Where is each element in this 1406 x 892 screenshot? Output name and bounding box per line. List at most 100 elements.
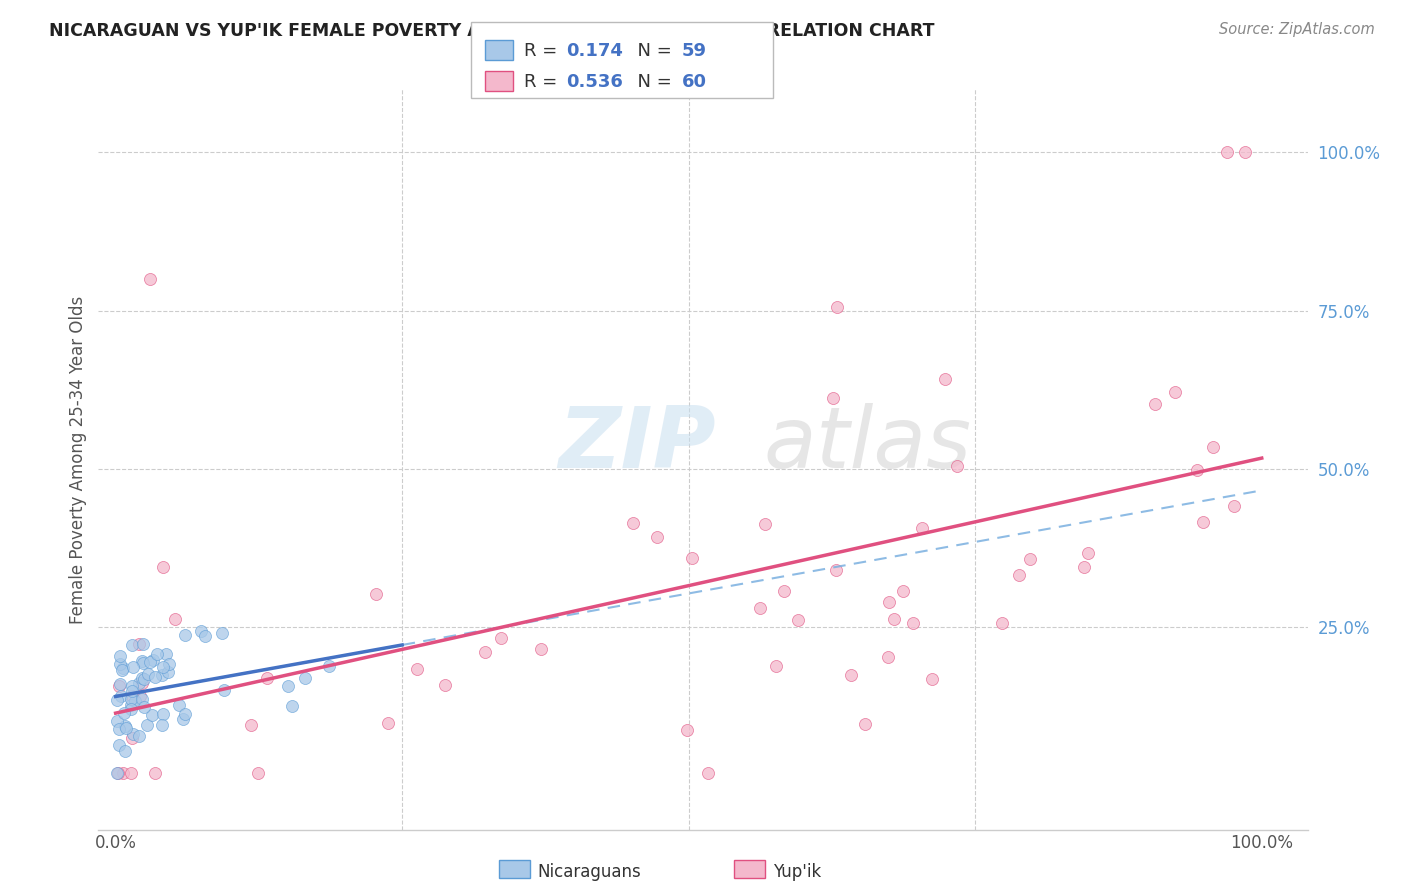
Point	[121, 638, 143, 652]
Point	[1202, 441, 1225, 455]
Point	[697, 765, 720, 780]
Text: 0.536: 0.536	[567, 73, 623, 91]
Point	[1077, 546, 1099, 560]
Point	[839, 668, 862, 682]
Point	[150, 667, 173, 681]
Point	[128, 729, 150, 743]
Point	[131, 675, 153, 690]
Point	[1185, 463, 1208, 477]
Point	[1233, 145, 1256, 160]
Point	[281, 699, 304, 714]
Point	[1073, 560, 1095, 574]
Point	[134, 700, 156, 714]
Text: N =: N =	[626, 73, 678, 91]
Point	[108, 738, 131, 752]
Point	[121, 679, 143, 693]
Point	[946, 458, 969, 473]
Point	[128, 689, 150, 703]
Point	[136, 718, 159, 732]
Point	[1191, 515, 1213, 529]
Point	[131, 655, 153, 669]
Text: Yup'ik: Yup'ik	[773, 863, 821, 881]
Point	[901, 616, 924, 631]
Point	[190, 624, 212, 639]
Point	[142, 653, 165, 667]
Point	[128, 676, 150, 690]
Point	[121, 684, 143, 698]
Point	[108, 648, 131, 663]
Text: 60: 60	[682, 73, 707, 91]
Text: R =: R =	[524, 42, 564, 60]
Point	[530, 641, 553, 656]
Point	[676, 723, 699, 738]
Point	[366, 587, 388, 601]
Point	[1164, 384, 1187, 399]
Point	[131, 656, 153, 670]
Point	[1008, 567, 1031, 582]
Text: N =: N =	[626, 42, 678, 60]
Point	[111, 663, 134, 677]
Point	[124, 694, 146, 708]
Point	[114, 719, 136, 733]
Point	[1216, 145, 1239, 160]
Point	[377, 715, 399, 730]
Point	[112, 765, 135, 780]
Text: Nicaraguans: Nicaraguans	[537, 863, 641, 881]
Point	[143, 765, 166, 780]
Point	[1019, 551, 1042, 566]
Point	[120, 691, 142, 706]
Point	[1223, 500, 1246, 514]
Point	[107, 723, 129, 737]
Point	[294, 671, 316, 685]
Point	[934, 372, 956, 386]
Point	[877, 650, 900, 665]
Point	[132, 637, 155, 651]
Point	[318, 658, 340, 673]
Point	[621, 516, 644, 531]
Point	[108, 677, 131, 691]
Point	[150, 718, 173, 732]
Point	[823, 391, 845, 405]
Point	[114, 743, 136, 757]
Point	[921, 672, 943, 686]
Text: atlas: atlas	[763, 403, 972, 486]
Point	[152, 659, 174, 673]
Point	[256, 671, 278, 685]
Point	[893, 584, 915, 599]
Point	[911, 521, 934, 535]
Point	[120, 765, 142, 780]
Point	[128, 637, 150, 651]
Text: R =: R =	[524, 73, 564, 91]
Point	[121, 689, 143, 703]
Point	[883, 612, 905, 626]
Text: 0.174: 0.174	[567, 42, 623, 60]
Point	[120, 702, 142, 716]
Point	[136, 667, 159, 681]
Point	[155, 647, 177, 661]
Point	[143, 670, 166, 684]
Point	[157, 657, 180, 672]
Point	[174, 707, 197, 722]
Point	[825, 563, 848, 577]
Point	[152, 560, 174, 574]
Point	[246, 765, 269, 780]
Point	[146, 647, 169, 661]
Point	[773, 584, 796, 599]
Point	[108, 657, 131, 671]
Point	[991, 615, 1014, 630]
Point	[122, 727, 145, 741]
Point	[107, 692, 129, 706]
Point	[115, 721, 138, 735]
Point	[110, 689, 132, 703]
Point	[877, 595, 900, 609]
Point	[853, 717, 876, 731]
Point	[277, 679, 299, 693]
Point	[749, 601, 772, 615]
Point	[138, 655, 160, 669]
Point	[131, 671, 153, 685]
Point	[474, 645, 496, 659]
Point	[107, 765, 129, 780]
Point	[645, 530, 668, 544]
Y-axis label: Female Poverty Among 25-34 Year Olds: Female Poverty Among 25-34 Year Olds	[69, 295, 87, 624]
Point	[212, 682, 235, 697]
